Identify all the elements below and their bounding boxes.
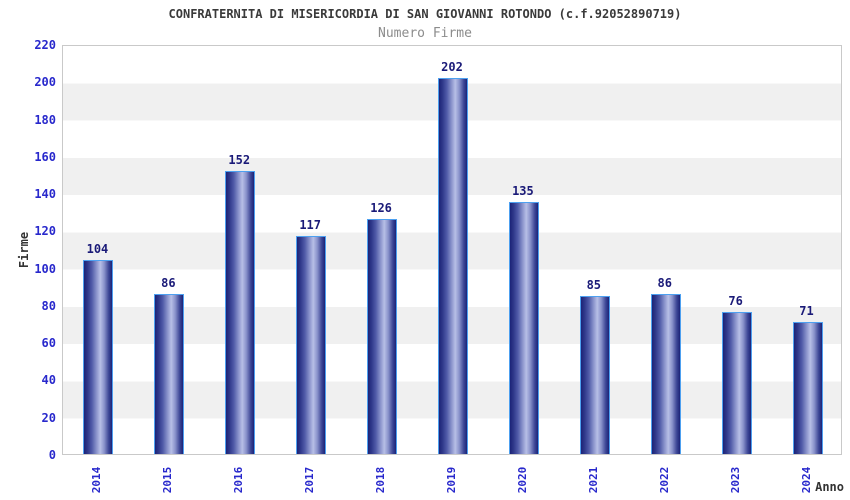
bar-2014 bbox=[83, 260, 114, 454]
bar-value-label: 152 bbox=[228, 152, 251, 167]
bar-value-label: 71 bbox=[799, 303, 814, 318]
bar-2023 bbox=[721, 312, 752, 454]
x-tick-label: 2020 bbox=[515, 466, 529, 494]
bar-value-label: 85 bbox=[586, 277, 602, 292]
y-tick-label: 120 bbox=[34, 224, 56, 239]
y-tick-label: 20 bbox=[41, 410, 56, 425]
y-tick-label: 160 bbox=[34, 149, 56, 164]
bar-2015 bbox=[154, 293, 185, 454]
x-tick-label: 2021 bbox=[586, 466, 600, 494]
x-axis-title: Anno bbox=[815, 480, 844, 494]
y-tick-label: 60 bbox=[41, 336, 56, 351]
y-tick-label: 0 bbox=[48, 448, 56, 462]
y-tick-label: 220 bbox=[34, 38, 56, 52]
bar-value-label: 86 bbox=[161, 275, 176, 290]
bar-2021 bbox=[579, 295, 610, 454]
y-tick-label: 100 bbox=[34, 261, 56, 276]
chart-title: CONFRATERNITA DI MISERICORDIA DI SAN GIO… bbox=[168, 7, 682, 21]
x-tick-label: 2022 bbox=[657, 466, 671, 494]
chart-subtitle: Numero Firme bbox=[378, 26, 472, 41]
bar-2022 bbox=[650, 293, 681, 454]
x-tick-label: 2017 bbox=[303, 466, 317, 494]
bar-2019 bbox=[438, 77, 468, 454]
bar-2020 bbox=[508, 202, 539, 454]
x-tick-label: 2024 bbox=[799, 466, 813, 494]
y-tick-label: 140 bbox=[34, 187, 56, 202]
bar-2018 bbox=[367, 219, 398, 454]
y-tick-label: 200 bbox=[34, 75, 56, 90]
x-tick-label: 2019 bbox=[445, 466, 458, 494]
bar-value-label: 104 bbox=[86, 242, 109, 257]
y-axis-title: Firme bbox=[17, 231, 31, 269]
bar-value-label: 117 bbox=[299, 217, 322, 232]
bar-value-label: 202 bbox=[441, 59, 463, 74]
bar-2024 bbox=[792, 321, 823, 454]
x-tick-label: 2014 bbox=[90, 466, 104, 494]
x-tick-label: 2016 bbox=[232, 466, 246, 494]
y-tick-label: 180 bbox=[34, 112, 56, 127]
bar-value-label: 86 bbox=[657, 275, 672, 290]
bar-value-label: 76 bbox=[728, 294, 743, 309]
bar-2017 bbox=[296, 235, 327, 454]
x-tick-label: 2015 bbox=[161, 466, 175, 494]
x-tick-label: 2023 bbox=[728, 466, 742, 494]
y-tick-label: 40 bbox=[41, 373, 56, 388]
plot-area bbox=[62, 45, 842, 455]
bar-value-label: 135 bbox=[512, 184, 534, 199]
y-tick-label: 80 bbox=[41, 298, 56, 313]
bar-2016 bbox=[225, 170, 256, 454]
bar-value-label: 126 bbox=[370, 201, 392, 216]
x-tick-label: 2018 bbox=[374, 466, 388, 494]
